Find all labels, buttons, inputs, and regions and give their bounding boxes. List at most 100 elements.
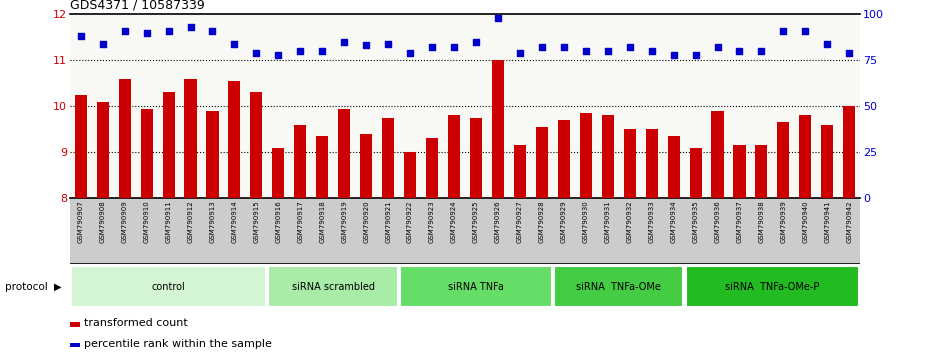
- Text: GSM790929: GSM790929: [561, 200, 566, 243]
- Point: [359, 42, 374, 48]
- Bar: [74, 95, 86, 198]
- Text: GSM790932: GSM790932: [627, 200, 632, 243]
- Bar: [777, 122, 790, 198]
- Bar: [689, 148, 701, 198]
- Text: GSM790907: GSM790907: [78, 200, 84, 243]
- Point: [293, 48, 308, 54]
- Text: transformed count: transformed count: [84, 318, 187, 328]
- Point: [556, 45, 571, 50]
- Bar: [400, 266, 551, 307]
- Text: GSM790938: GSM790938: [759, 200, 764, 243]
- Point: [798, 28, 813, 34]
- Bar: [492, 60, 504, 198]
- Point: [490, 15, 505, 21]
- Text: GSM790933: GSM790933: [648, 200, 655, 243]
- Bar: [269, 266, 398, 307]
- Bar: [70, 322, 80, 326]
- Bar: [404, 152, 416, 198]
- Point: [578, 48, 593, 54]
- Text: GSM790915: GSM790915: [253, 200, 259, 243]
- Bar: [514, 145, 526, 198]
- Bar: [448, 115, 460, 198]
- Point: [446, 45, 461, 50]
- Point: [337, 39, 352, 45]
- Text: GSM790936: GSM790936: [714, 200, 721, 243]
- Point: [842, 50, 857, 56]
- Bar: [821, 125, 833, 198]
- Bar: [536, 127, 548, 198]
- Point: [644, 48, 659, 54]
- Bar: [624, 129, 636, 198]
- Bar: [316, 136, 328, 198]
- Text: GSM790926: GSM790926: [495, 200, 501, 243]
- Text: GSM790922: GSM790922: [407, 200, 413, 243]
- Text: GSM790923: GSM790923: [429, 200, 435, 243]
- Text: percentile rank within the sample: percentile rank within the sample: [84, 339, 272, 349]
- Text: GSM790940: GSM790940: [803, 200, 808, 243]
- Text: GSM790939: GSM790939: [780, 200, 787, 243]
- Text: siRNA TNFa: siRNA TNFa: [448, 282, 504, 292]
- Text: siRNA  TNFa-OMe-P: siRNA TNFa-OMe-P: [725, 282, 819, 292]
- Text: GSM790935: GSM790935: [693, 200, 698, 243]
- Bar: [579, 113, 591, 198]
- Point: [403, 50, 418, 56]
- Text: GSM790942: GSM790942: [846, 200, 852, 243]
- Text: GSM790911: GSM790911: [166, 200, 171, 243]
- Point: [117, 28, 132, 34]
- Bar: [844, 106, 856, 198]
- Text: GSM790908: GSM790908: [100, 200, 106, 243]
- Point: [227, 41, 242, 46]
- Bar: [229, 81, 241, 198]
- Bar: [184, 79, 196, 198]
- Text: GSM790920: GSM790920: [364, 200, 369, 243]
- Bar: [70, 343, 80, 347]
- Point: [711, 45, 725, 50]
- Point: [622, 45, 637, 50]
- Text: siRNA  TNFa-OMe: siRNA TNFa-OMe: [577, 282, 661, 292]
- Text: GSM790924: GSM790924: [451, 200, 457, 243]
- Point: [754, 48, 769, 54]
- Text: GSM790927: GSM790927: [517, 200, 523, 243]
- Text: GSM790941: GSM790941: [824, 200, 830, 243]
- Bar: [426, 138, 438, 198]
- Point: [425, 45, 440, 50]
- Point: [512, 50, 527, 56]
- Bar: [206, 111, 219, 198]
- Text: GSM790909: GSM790909: [122, 200, 127, 243]
- Point: [732, 48, 747, 54]
- Text: GSM790918: GSM790918: [319, 200, 325, 243]
- Bar: [602, 115, 614, 198]
- Point: [469, 39, 484, 45]
- Point: [820, 41, 835, 46]
- Point: [140, 30, 154, 35]
- Bar: [734, 145, 746, 198]
- Bar: [711, 111, 724, 198]
- Bar: [668, 136, 680, 198]
- Text: protocol: protocol: [5, 282, 47, 292]
- Text: ▶: ▶: [54, 282, 61, 292]
- Point: [249, 50, 264, 56]
- Bar: [71, 266, 266, 307]
- Point: [161, 28, 176, 34]
- Text: GSM790930: GSM790930: [583, 200, 589, 243]
- Bar: [119, 79, 131, 198]
- Bar: [140, 109, 153, 198]
- Text: GSM790937: GSM790937: [737, 200, 742, 243]
- Text: GSM790919: GSM790919: [341, 200, 347, 243]
- Bar: [360, 134, 372, 198]
- Bar: [470, 118, 482, 198]
- Point: [183, 24, 198, 30]
- Text: GSM790931: GSM790931: [604, 200, 611, 243]
- Text: control: control: [152, 282, 185, 292]
- Bar: [799, 115, 811, 198]
- Text: GSM790916: GSM790916: [275, 200, 282, 243]
- Point: [315, 48, 330, 54]
- Bar: [163, 92, 175, 198]
- Text: GDS4371 / 10587339: GDS4371 / 10587339: [70, 0, 205, 11]
- Bar: [755, 145, 767, 198]
- Bar: [339, 109, 351, 198]
- Text: GSM790917: GSM790917: [298, 200, 303, 243]
- Text: siRNA scrambled: siRNA scrambled: [292, 282, 375, 292]
- Bar: [272, 148, 285, 198]
- Text: GSM790925: GSM790925: [473, 200, 479, 243]
